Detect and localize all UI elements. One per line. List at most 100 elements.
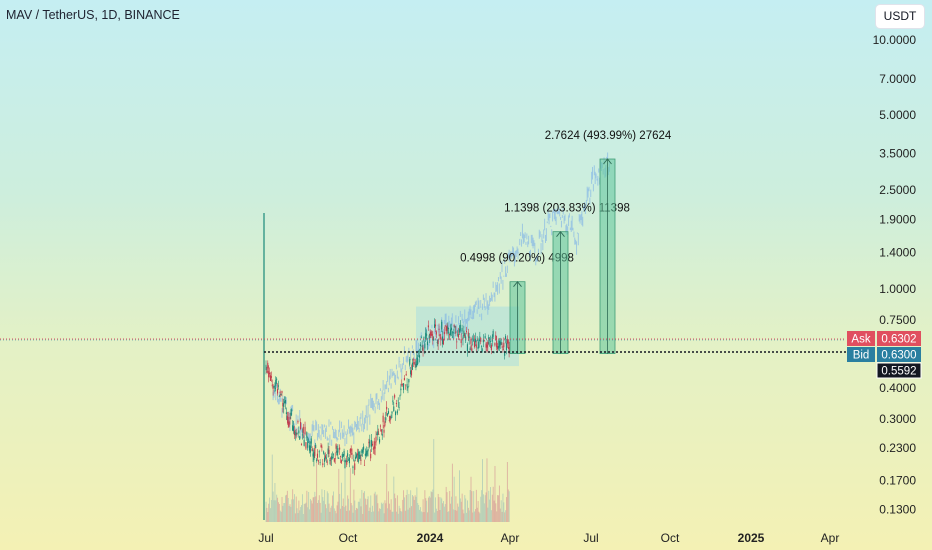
volume-bar xyxy=(418,504,420,522)
volume-bar xyxy=(294,513,296,522)
candle-body xyxy=(470,338,472,344)
candle-body xyxy=(437,339,439,344)
candle-body xyxy=(325,457,327,459)
candle-body xyxy=(465,330,468,333)
volume-bar xyxy=(472,512,474,522)
candle-body xyxy=(334,458,336,460)
candle-body xyxy=(342,455,344,457)
volume-bar xyxy=(267,512,269,522)
volume-bar xyxy=(364,491,365,522)
candle-body xyxy=(355,456,357,459)
volume-bar xyxy=(441,498,443,522)
candle-body xyxy=(478,339,480,348)
candle-body xyxy=(339,455,342,457)
volume-bar xyxy=(288,505,290,522)
projection-box xyxy=(599,158,616,354)
volume-bar xyxy=(278,502,279,522)
x-tick-label: 2024 xyxy=(417,531,444,545)
volume-bar xyxy=(406,489,408,522)
candle-body xyxy=(390,416,392,418)
volume-bar xyxy=(337,501,339,522)
candle-body xyxy=(355,454,358,458)
candle-body xyxy=(293,430,295,436)
price-tag-value: 0.6302 xyxy=(881,334,916,346)
volume-bar xyxy=(490,487,491,522)
x-tick-label: Jul xyxy=(258,531,273,545)
volume-bar xyxy=(375,495,377,522)
candle-body xyxy=(323,451,325,454)
volume-bar xyxy=(423,512,425,522)
candle-body xyxy=(378,433,380,435)
volume-bar xyxy=(435,497,436,522)
candle-body xyxy=(457,334,459,336)
volume-bar xyxy=(498,485,500,522)
candle-body xyxy=(362,449,364,452)
candle-body xyxy=(395,402,397,405)
candle-body xyxy=(384,421,386,426)
volume-bar xyxy=(474,511,476,522)
candle-body xyxy=(339,447,341,450)
candle-body xyxy=(434,324,437,327)
candle-body xyxy=(345,460,347,462)
volume-bar xyxy=(481,490,483,522)
candle-body xyxy=(485,343,487,348)
volume-bar xyxy=(301,505,302,522)
candle-body xyxy=(396,410,398,414)
candle-body xyxy=(415,363,417,368)
volume-bar xyxy=(437,493,439,522)
volume-bar xyxy=(459,498,461,522)
candle-body xyxy=(291,409,293,412)
candle-body xyxy=(289,416,291,420)
candle-body xyxy=(357,454,359,463)
candle-body xyxy=(449,333,451,336)
candle-body xyxy=(347,453,349,457)
volume-bar xyxy=(402,499,404,522)
volume-bar xyxy=(307,507,309,522)
candle-body xyxy=(365,452,367,457)
price-tag-value-bg xyxy=(876,362,922,379)
volume-bar xyxy=(413,499,415,522)
candle-body xyxy=(299,436,301,440)
volume-bar xyxy=(444,504,446,522)
y-tick-label: 7.0000 xyxy=(879,72,916,86)
range-box xyxy=(416,306,519,367)
volume-bar xyxy=(320,512,322,522)
volume-bar xyxy=(433,439,435,522)
candle-body xyxy=(480,337,482,342)
volume-bar xyxy=(470,476,472,522)
candle-body xyxy=(416,357,418,366)
volume-bar xyxy=(397,513,399,522)
volume-bar xyxy=(409,507,411,522)
volume-bar xyxy=(374,491,376,522)
candle-body xyxy=(456,341,458,343)
volume-bar xyxy=(372,511,374,522)
candle-body xyxy=(379,425,382,427)
volume-bar xyxy=(464,495,466,522)
volume-bar xyxy=(319,502,321,522)
projection-box xyxy=(509,281,526,354)
candle-body xyxy=(474,338,476,343)
candle-body xyxy=(295,434,297,436)
price-tag-label: Ask xyxy=(851,334,870,346)
volume-bar xyxy=(411,506,413,522)
volume-bar xyxy=(494,465,496,522)
volume-bar xyxy=(435,508,437,522)
candle-body xyxy=(488,337,490,340)
volume-bar xyxy=(366,499,368,522)
candle-body xyxy=(305,442,307,449)
volume-bar xyxy=(348,498,350,522)
volume-bar xyxy=(314,491,316,522)
volume-bar xyxy=(322,497,324,522)
candle-body xyxy=(434,324,436,328)
candle-body xyxy=(354,463,356,470)
volume-bar xyxy=(328,503,330,522)
volume-bar xyxy=(443,501,444,522)
volume-bar xyxy=(457,503,459,522)
volume-bar xyxy=(492,486,494,522)
volume-bar xyxy=(445,486,447,522)
volume-bar xyxy=(489,499,491,522)
candle-body xyxy=(499,341,501,346)
volume-bar xyxy=(493,500,495,522)
currency-button[interactable]: USDT xyxy=(876,5,924,28)
